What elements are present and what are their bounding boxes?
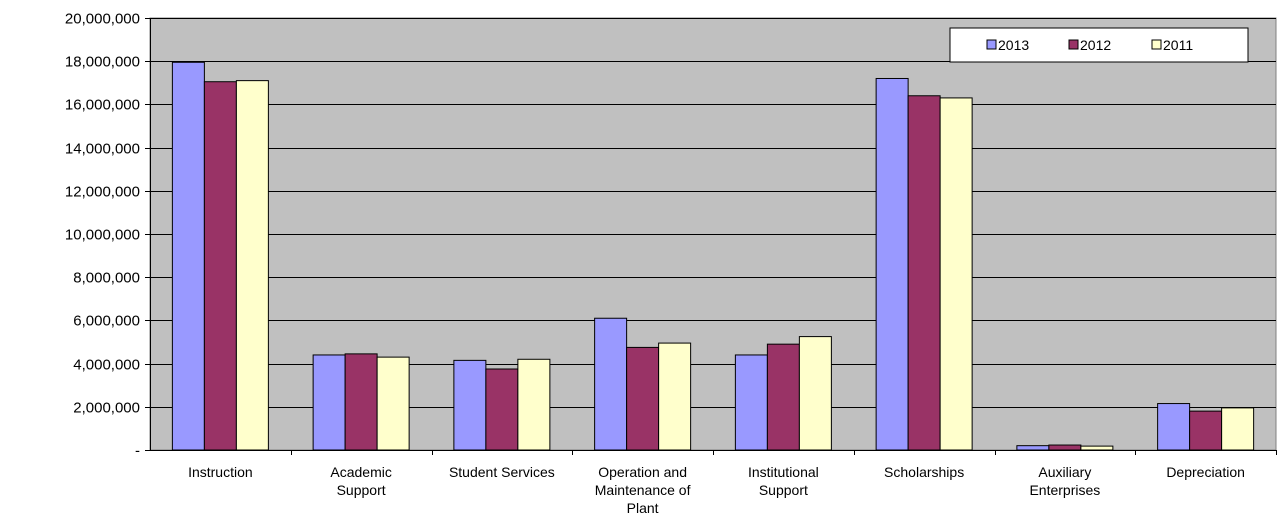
y-tick-label: - <box>135 443 140 460</box>
x-tick-label: Academic Support <box>330 464 391 498</box>
legend-label-2012: 2012 <box>1080 37 1111 53</box>
x-tick-label: Auxiliary Enterprises <box>1029 464 1100 498</box>
bar-2012 <box>485 368 519 451</box>
bar-2013 <box>594 317 628 451</box>
legend-label-2011: 2011 <box>1163 37 1193 53</box>
legend-swatch-2012 <box>1068 39 1079 50</box>
legend-swatch-2011 <box>1151 39 1162 50</box>
bar-2013 <box>734 354 768 451</box>
bar-2013 <box>312 354 346 451</box>
y-tick-label: 18,000,000 <box>65 54 140 71</box>
bar-2011 <box>939 97 973 451</box>
bar-2012 <box>1189 410 1223 451</box>
y-tick-label: 20,000,000 <box>65 11 140 28</box>
x-tick-label: Student Services <box>449 464 555 480</box>
legend-label-2013: 2013 <box>998 37 1029 53</box>
y-tick-label: 2,000,000 <box>73 400 140 417</box>
bar-2011 <box>517 358 551 451</box>
bar-2012 <box>907 95 941 451</box>
y-tick-label: 12,000,000 <box>65 184 140 201</box>
legend-box <box>949 27 1249 63</box>
bar-2011 <box>798 336 832 451</box>
x-tick-label: Institutional Support <box>748 464 819 498</box>
x-tick-label: Scholarships <box>884 464 964 480</box>
y-tick-label: 14,000,000 <box>65 141 140 158</box>
bar-2011 <box>1221 407 1255 451</box>
bar-2011 <box>1080 445 1114 451</box>
bar-2011 <box>376 356 410 451</box>
bar-2012 <box>766 343 800 451</box>
bar-2013 <box>453 359 487 451</box>
legend-swatch-2013 <box>986 39 997 50</box>
bar-2011 <box>658 342 692 451</box>
x-tick-label: Instruction <box>188 464 253 480</box>
bar-2012 <box>344 353 378 451</box>
bar-2012 <box>203 81 237 451</box>
bar-2013 <box>171 61 205 451</box>
x-tick-label: Operation and Maintenance of Plant <box>595 464 691 516</box>
x-tick-label: Depreciation <box>1166 464 1245 480</box>
y-tick-label: 10,000,000 <box>65 227 140 244</box>
bar-2012 <box>1048 444 1082 451</box>
y-tick-label: 8,000,000 <box>73 270 140 287</box>
bar-2013 <box>1157 403 1191 451</box>
bar-2013 <box>1016 445 1050 451</box>
bar-2012 <box>626 346 660 451</box>
y-tick-label: 6,000,000 <box>73 313 140 330</box>
y-tick-label: 16,000,000 <box>65 97 140 114</box>
bar-2013 <box>875 77 909 451</box>
y-tick-label: 4,000,000 <box>73 357 140 374</box>
bar-2011 <box>235 80 269 451</box>
